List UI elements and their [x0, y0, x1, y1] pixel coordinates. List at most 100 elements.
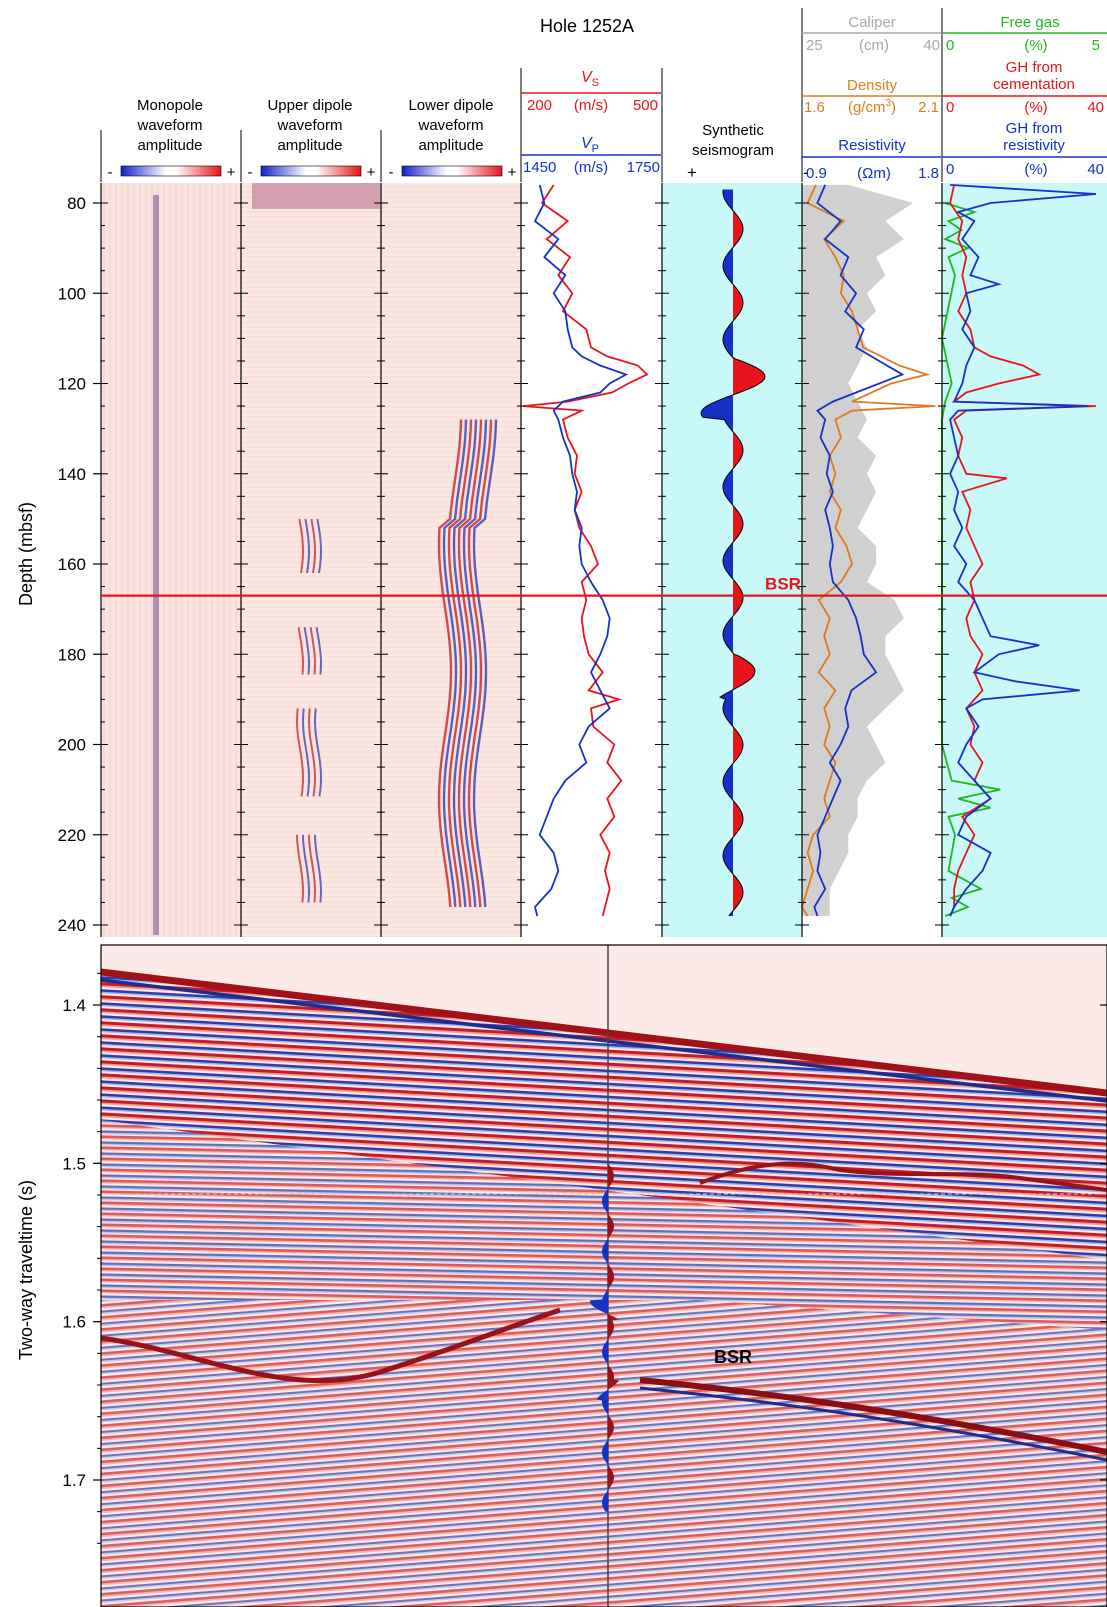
ghcem-min: 0: [946, 99, 954, 116]
synthetic-positive-fill: [733, 189, 765, 916]
monopole-panel: [101, 183, 241, 937]
upper-dipole-header: Upper dipole waveform amplitude - +: [248, 97, 376, 181]
depth-tick-label: 220: [58, 826, 86, 845]
upper-dipole-wiggle: [310, 518, 317, 574]
slump-reflector: [699, 1161, 1107, 1192]
lower-dipole-wiggle: [442, 419, 468, 908]
time-axis-ticks: 1.4 1.5 1.6 1.7: [62, 972, 1107, 1544]
lower-dipole-wiggle: [447, 419, 473, 908]
synthetic-neg-sign: -: [803, 163, 809, 182]
dipping-reflector: [101, 1307, 561, 1384]
vs-line: [523, 184, 649, 917]
lower-dipole-label-3: amplitude: [418, 137, 483, 154]
monopole-label-3: amplitude: [137, 137, 202, 154]
upper-dipole-wiggle: [298, 518, 305, 574]
upper-dipole-wiggle: [297, 627, 305, 675]
depth-tick-label: 80: [67, 194, 86, 213]
bsr-label-top: BSR: [765, 575, 801, 594]
track-frames: [100, 183, 943, 937]
resistivity-min: 0.9: [806, 165, 827, 182]
time-tick-label: 1.5: [62, 1154, 86, 1173]
resistivity-unit: (Ωm): [857, 165, 891, 182]
velocity-series: [523, 184, 649, 917]
upper-dipole-wiggle: [315, 627, 323, 675]
synthetic-wiggle: [700, 189, 766, 917]
lower-dipole-colorbar: [401, 165, 503, 177]
seismic-synthetic-positive: [608, 1163, 619, 1512]
bsr-reflector-under: [639, 1386, 1107, 1462]
freegas-min: 0: [946, 37, 954, 54]
upper-dipole-wiggle: [316, 518, 323, 574]
vs-max: 500: [633, 97, 658, 114]
monopole-dark-band: [153, 195, 159, 935]
seafloor-reflector: [101, 968, 1107, 1097]
lower-dipole-wiggle: [457, 419, 483, 908]
density-title: Density: [847, 77, 898, 94]
upper-dipole-wiggle: [304, 518, 311, 574]
caliper-header: Caliper 25 (cm) 40: [802, 14, 941, 54]
ghres-unit: (%): [1024, 161, 1047, 178]
upper-dipole-label-1: Upper dipole: [267, 97, 352, 114]
vp-line: [533, 184, 629, 917]
vp-max: 1750: [627, 159, 660, 176]
depth-tick-label: 140: [58, 465, 86, 484]
vp-unit: (m/s): [574, 159, 608, 176]
synthetic-label-1: Synthetic: [702, 122, 764, 139]
upper-dipole-wiggle: [314, 834, 323, 903]
density-line: [801, 184, 936, 917]
waveform-panels: [101, 183, 521, 937]
vp-header: VP 1450 (m/s) 1750: [521, 135, 661, 176]
ghres-min: 0: [946, 161, 954, 178]
lower-dipole-wiggle: [437, 419, 463, 908]
ghcem-unit: (%): [1024, 99, 1047, 116]
depth-tick-label: 100: [58, 284, 86, 303]
caliper-unit: (cm): [859, 37, 889, 54]
monopole-neg-sign: -: [108, 164, 113, 181]
monopole-pos-sign: +: [227, 164, 236, 181]
depth-axis-ticks: 80 100 120 140 160 180 200 220 240: [58, 194, 101, 935]
upper-dipole-label-3: amplitude: [277, 137, 342, 154]
bsr-label-bottom: BSR: [714, 1347, 752, 1367]
vs-header: VS 200 (m/s) 500: [521, 69, 661, 114]
velocity-panel: [521, 183, 662, 937]
monopole-label-2: waveform: [136, 117, 202, 134]
ghres-header: GH from resistivity 0 (%) 40: [942, 120, 1107, 178]
freegas-title: Free gas: [1000, 14, 1059, 31]
seismic-synthetic-trace: [590, 1163, 619, 1512]
lower-dipole-panel: [381, 183, 521, 937]
seafloor-reflector-under: [101, 978, 1107, 1103]
ghres-title-2: resistivity: [1003, 137, 1065, 154]
seismic-synthetic-negative: [590, 1163, 608, 1512]
caliper-title: Caliper: [848, 14, 896, 31]
upper-dipole-label-2: waveform: [276, 117, 342, 134]
synthetic-pos-sign: +: [687, 163, 697, 182]
monopole-header: Monopole waveform amplitude - +: [108, 97, 236, 181]
log-series: [801, 184, 936, 917]
upper-dipole-wiggle: [295, 708, 305, 797]
resistivity-header: Resistivity 0.9 (Ωm) 1.8: [802, 137, 941, 182]
density-max: 2.1: [918, 99, 939, 116]
figure-title: Hole 1252A: [540, 16, 634, 36]
lower-dipole-header: Lower dipole waveform amplitude - +: [389, 97, 517, 181]
depth-tick-label: 120: [58, 375, 86, 394]
synthetic-header: Synthetic seismogram + -: [687, 122, 809, 182]
vp-title: VP: [581, 135, 599, 155]
upper-dipole-wiggle: [296, 834, 305, 903]
freegas-max: 5: [1092, 37, 1100, 54]
header-axis-lines: [100, 8, 943, 182]
ghcem-title-1: GH from: [1006, 59, 1063, 76]
freegas-header: Free gas 0 (%) 5: [942, 14, 1107, 54]
seismic-section: [101, 945, 1107, 1607]
lower-dipole-label-2: waveform: [417, 117, 483, 134]
vp-min: 1450: [523, 159, 556, 176]
lower-dipole-wiggle: [462, 419, 488, 908]
upper-dipole-wiggle: [301, 708, 311, 797]
upper-dipole-panel: [241, 183, 381, 937]
time-tick-label: 1.4: [62, 996, 86, 1015]
upper-dipole-wiggle: [309, 627, 317, 675]
upper-dipole-wiggle: [303, 627, 311, 675]
ghcem-header: GH from cementation 0 (%) 40: [942, 59, 1107, 116]
ghcem-max: 40: [1087, 99, 1104, 116]
lower-dipole-wiggle: [467, 419, 493, 908]
monopole-colorbar: [120, 165, 222, 177]
